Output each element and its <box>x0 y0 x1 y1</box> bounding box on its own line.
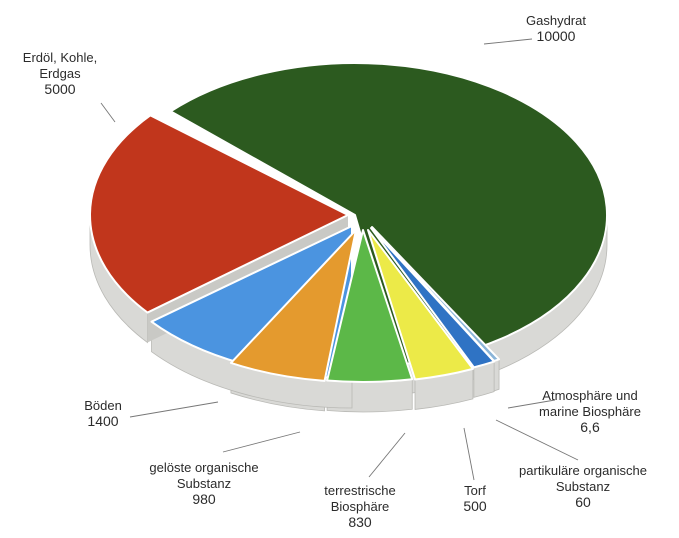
leader-line-torf <box>463 427 475 481</box>
slice-name-atmosphaere: Atmosphäre und <box>542 388 637 403</box>
slice-label-erdoel: Erdöl, Kohle, Erdgas 5000 <box>23 50 97 97</box>
slice-label-atmosphaere: Atmosphäre und marine Biosphäre 6,6 <box>539 388 641 435</box>
slice-value-terrestrische: 830 <box>348 514 372 530</box>
slice-name-torf: Torf <box>464 483 486 498</box>
slice-name-geloeste: gelöste organische <box>149 460 258 475</box>
slice-name-atmosphaere: marine Biosphäre <box>539 404 641 419</box>
slice-label-terrestrische: terrestrische Biosphäre 830 <box>324 483 396 530</box>
slice-name-partikulaere: Substanz <box>556 479 610 494</box>
slice-value-erdoel: 5000 <box>44 81 75 97</box>
slice-name-terrestrische: Biosphäre <box>331 499 390 514</box>
slice-label-boeden: Böden 1400 <box>84 398 122 429</box>
leader-line-erdoel <box>100 102 116 123</box>
slice-name-gashydrat: Gashydrat <box>526 13 586 28</box>
slice-name-erdoel: Erdöl, Kohle, <box>23 50 97 65</box>
slice-name-terrestrische: terrestrische <box>324 483 396 498</box>
slice-erdoel <box>89 114 349 314</box>
slice-geloeste <box>229 229 357 382</box>
leader-line-partikulaere <box>495 419 579 461</box>
slice-value-geloeste: 980 <box>192 491 216 507</box>
leader-line-geloeste <box>222 431 301 453</box>
slice-name-geloeste: Substanz <box>177 476 231 491</box>
slice-name-erdoel: Erdgas <box>39 66 81 81</box>
slice-value-boeden: 1400 <box>87 413 118 429</box>
slice-label-geloeste: gelöste organische Substanz 980 <box>149 460 258 507</box>
slice-value-torf: 500 <box>463 498 487 514</box>
slice-label-gashydrat: Gashydrat 10000 <box>526 13 586 44</box>
slice-value-gashydrat: 10000 <box>537 28 576 44</box>
leader-line-boeden <box>129 401 219 418</box>
slice-name-partikulaere: partikuläre organische <box>519 463 647 478</box>
slice-terrestrische <box>326 229 414 384</box>
slice-side-atmosphaere <box>493 358 500 392</box>
slice-gashydrat <box>169 62 609 366</box>
slice-atmosphaere <box>371 226 501 362</box>
slice-label-partikulaere: partikuläre organische Substanz 60 <box>519 463 647 510</box>
leader-line-gashydrat <box>483 38 533 45</box>
slice-name-boeden: Böden <box>84 398 122 413</box>
slice-torf <box>367 229 474 381</box>
slice-value-partikulaere: 60 <box>575 494 591 510</box>
slice-label-torf: Torf 500 <box>463 483 487 514</box>
slice-value-atmosphaere: 6,6 <box>580 419 600 435</box>
leader-line-atmosphaere <box>507 399 556 409</box>
leader-line-terrestrische <box>368 432 406 478</box>
